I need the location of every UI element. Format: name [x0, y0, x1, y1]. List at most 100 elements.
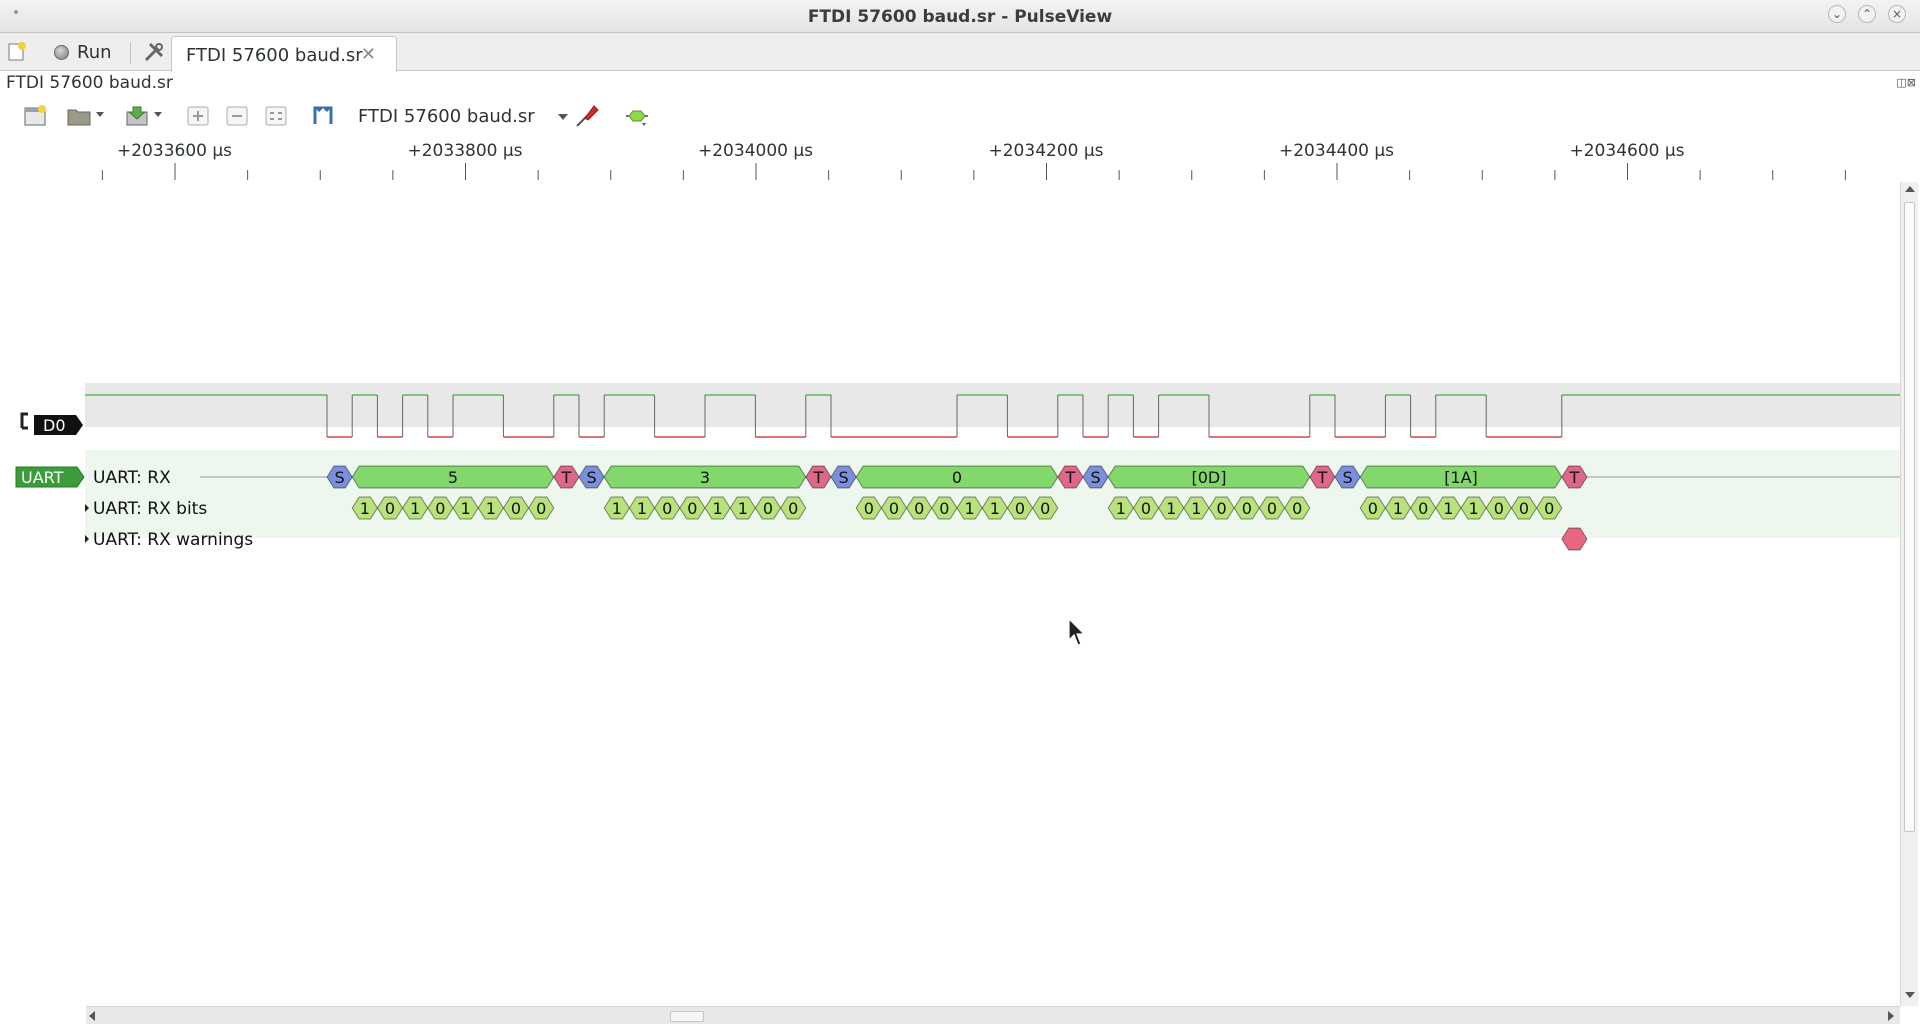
- import-icon: [126, 106, 148, 126]
- ruler-ticks: [101, 163, 1846, 180]
- uart-bit-cell[interactable]: [1032, 496, 1059, 520]
- uart-bit-value: 0: [1015, 499, 1025, 518]
- uart-data-value: [1A]: [1444, 468, 1478, 487]
- uart-bit-value: 0: [1141, 499, 1151, 518]
- scroll-left-icon[interactable]: [89, 1011, 95, 1021]
- ruler-tick-label: +2034400 µs: [1279, 141, 1395, 161]
- uart-bit-value: 1: [965, 499, 975, 518]
- uart-stop-label: T: [1317, 468, 1328, 487]
- vertical-scroll-thumb[interactable]: [1904, 202, 1915, 832]
- window-menu-icon[interactable]: [14, 10, 18, 14]
- channel-label-d0[interactable]: [34, 415, 83, 435]
- tab-label: FTDI 57600 baud.sr: [186, 45, 363, 66]
- save-menu-button[interactable]: [66, 104, 104, 128]
- session-tab-bar: Run FTDI 57600 baud.sr ✕: [0, 33, 1920, 72]
- folder-icon: [67, 109, 91, 126]
- uart-bit-value: 0: [1292, 499, 1302, 518]
- uart-bit-cell[interactable]: [780, 496, 807, 520]
- probe-config-icon[interactable]: [574, 104, 600, 128]
- uart-bit-value: 0: [1368, 499, 1378, 518]
- uart-bit-cell[interactable]: [1536, 496, 1563, 520]
- uart-bit-value: 0: [511, 499, 521, 518]
- device-label: FTDI 57600 baud.sr: [358, 106, 535, 127]
- dock-controls[interactable]: ◫⊠: [1896, 76, 1916, 89]
- uart-bit-value: 0: [1519, 499, 1529, 518]
- decoder-row-label[interactable]: UART: RX warnings: [93, 530, 253, 550]
- decoder-badge-label: UART: [21, 468, 64, 487]
- decoder-icon[interactable]: [624, 104, 650, 128]
- uart-bit-value: 0: [536, 499, 546, 518]
- uart-bit-value: 0: [435, 499, 445, 518]
- horizontal-scroll-thumb[interactable]: [670, 1011, 704, 1022]
- decoder-trace-background: [85, 450, 1900, 538]
- time-ruler[interactable]: +2033600 µs +2033800 µs +2034000 µs +203420…: [0, 138, 1920, 182]
- main-toolbar: FTDI 57600 baud.sr: [0, 98, 1920, 136]
- uart-bit-value: 0: [1418, 499, 1428, 518]
- uart-bit-value: 0: [1040, 499, 1050, 518]
- open-file-icon[interactable]: [22, 104, 48, 128]
- title-bar: FTDI 57600 baud.sr - PulseView ⌄ ⌃ ×: [0, 0, 1920, 33]
- close-icon[interactable]: ×: [1888, 5, 1906, 23]
- uart-bit-value: 1: [486, 499, 496, 518]
- add-decoder-menu-button[interactable]: [124, 104, 162, 128]
- decoder-row-label[interactable]: UART: RX bits: [93, 499, 207, 519]
- row-expand-icon[interactable]: [85, 504, 89, 512]
- uart-bit-value: 1: [461, 499, 471, 518]
- zoom-out-icon[interactable]: [224, 104, 250, 128]
- uart-data-value: 0: [952, 468, 962, 487]
- ruler-tick-label: +2033600 µs: [117, 141, 233, 161]
- ruler-tick-label: +2034200 µs: [988, 141, 1104, 161]
- settings-tools-icon[interactable]: [143, 41, 165, 63]
- uart-bit-value: 0: [1267, 499, 1277, 518]
- decoder-badge-uart[interactable]: [15, 466, 85, 488]
- uart-bit-value: 0: [939, 499, 949, 518]
- tab-close-icon[interactable]: ✕: [360, 44, 376, 65]
- uart-bit-value: 1: [738, 499, 748, 518]
- run-label: Run: [77, 41, 112, 63]
- uart-bit-value: 1: [1469, 499, 1479, 518]
- uart-bit-value: 0: [1544, 499, 1554, 518]
- mouse-pointer-icon: [1068, 618, 1086, 646]
- device-selector[interactable]: FTDI 57600 baud.sr: [358, 104, 568, 130]
- uart-start-label: S: [1343, 468, 1353, 487]
- scroll-down-icon[interactable]: [1905, 992, 1915, 998]
- uart-bit-value: 1: [1166, 499, 1176, 518]
- uart-warning-marker[interactable]: [1561, 527, 1588, 551]
- logic-trace-background: [85, 383, 1900, 427]
- scroll-up-icon[interactable]: [1905, 186, 1915, 192]
- horizontal-scrollbar[interactable]: [86, 1006, 1900, 1024]
- uart-bit-value: 0: [914, 499, 924, 518]
- vertical-scrollbar[interactable]: [1900, 182, 1918, 1006]
- uart-start-label: S: [839, 468, 849, 487]
- new-session-icon[interactable]: [6, 41, 28, 63]
- maximize-icon[interactable]: ⌃: [1858, 5, 1876, 23]
- uart-stop-bit[interactable]: [1561, 465, 1588, 489]
- cursors-icon[interactable]: [310, 104, 336, 128]
- uart-bit-value: 0: [1217, 499, 1227, 518]
- uart-bit-value: 1: [713, 499, 723, 518]
- uart-bit-cell[interactable]: [528, 496, 555, 520]
- zoom-in-icon[interactable]: [185, 104, 211, 128]
- ruler-tick-label: +2034600 µs: [1569, 141, 1685, 161]
- uart-bit-value: 1: [1393, 499, 1403, 518]
- channel-handle-icon[interactable]: [20, 412, 28, 430]
- row-expand-icon[interactable]: [85, 535, 89, 543]
- uart-bit-value: 1: [410, 499, 420, 518]
- run-button[interactable]: Run: [48, 39, 118, 65]
- uart-stop-label: T: [1569, 468, 1580, 487]
- zoom-fit-icon[interactable]: [263, 104, 289, 128]
- ruler-tick-label: +2034000 µs: [698, 141, 814, 161]
- scroll-right-icon[interactable]: [1888, 1011, 1894, 1021]
- tab-session[interactable]: FTDI 57600 baud.sr ✕: [171, 36, 397, 72]
- uart-data-value: 5: [448, 468, 458, 487]
- chevron-down-icon: [558, 114, 568, 120]
- uart-bit-value: 0: [687, 499, 697, 518]
- uart-bit-cell[interactable]: [1284, 496, 1311, 520]
- uart-start-label: S: [1091, 468, 1101, 487]
- uart-bit-value: 1: [1116, 499, 1126, 518]
- decoder-row-label[interactable]: UART: RX: [93, 468, 171, 488]
- uart-data-value: [0D]: [1192, 468, 1227, 487]
- chevron-down-icon: [96, 112, 104, 117]
- signal-view[interactable]: D0 UART UART: RX UART: RX bits UART: RX warn…: [0, 182, 1920, 1006]
- minimize-icon[interactable]: ⌄: [1828, 5, 1846, 23]
